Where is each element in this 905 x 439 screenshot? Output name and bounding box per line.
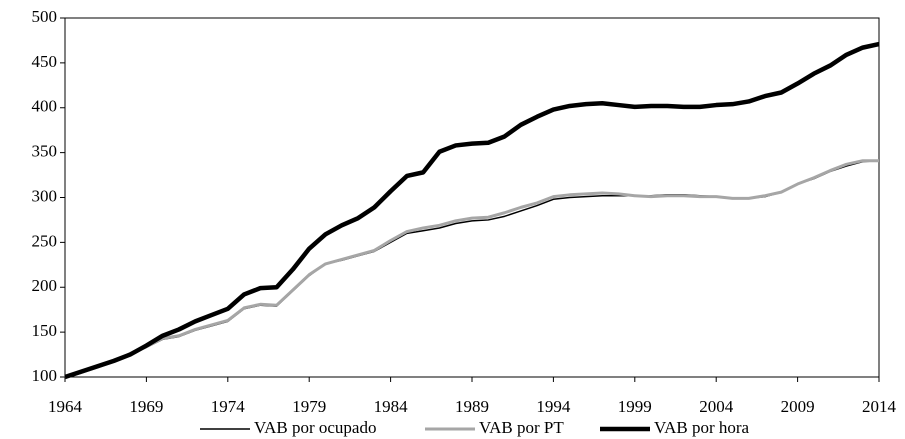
x-tick-label: 1999 bbox=[618, 397, 652, 416]
y-tick-label: 200 bbox=[32, 276, 58, 295]
y-tick-label: 350 bbox=[32, 142, 58, 161]
x-tick-label: 1974 bbox=[211, 397, 246, 416]
x-tick-label: 2014 bbox=[862, 397, 897, 416]
x-tick-label: 2004 bbox=[699, 397, 734, 416]
x-tick-label: 1969 bbox=[129, 397, 163, 416]
y-tick-label: 400 bbox=[32, 97, 58, 116]
y-tick-label: 300 bbox=[32, 186, 58, 205]
x-tick-label: 1979 bbox=[292, 397, 326, 416]
y-tick-label: 250 bbox=[32, 231, 58, 250]
legend-label: VAB por hora bbox=[654, 418, 750, 437]
y-tick-label: 450 bbox=[32, 52, 58, 71]
x-tick-label: 1989 bbox=[455, 397, 489, 416]
series-line bbox=[64, 159, 879, 379]
y-tick-label: 100 bbox=[32, 366, 58, 385]
series-line bbox=[64, 41, 880, 380]
y-tick-label: 500 bbox=[32, 7, 58, 26]
x-tick-label: 1964 bbox=[48, 397, 83, 416]
x-tick-label: 1984 bbox=[374, 397, 409, 416]
x-tick-label: 1994 bbox=[536, 397, 571, 416]
legend-label: VAB por ocupado bbox=[254, 418, 376, 437]
series-line bbox=[64, 159, 880, 378]
y-tick-label: 150 bbox=[32, 321, 58, 340]
x-tick-label: 2009 bbox=[781, 397, 815, 416]
legend-label: VAB por PT bbox=[479, 418, 564, 437]
